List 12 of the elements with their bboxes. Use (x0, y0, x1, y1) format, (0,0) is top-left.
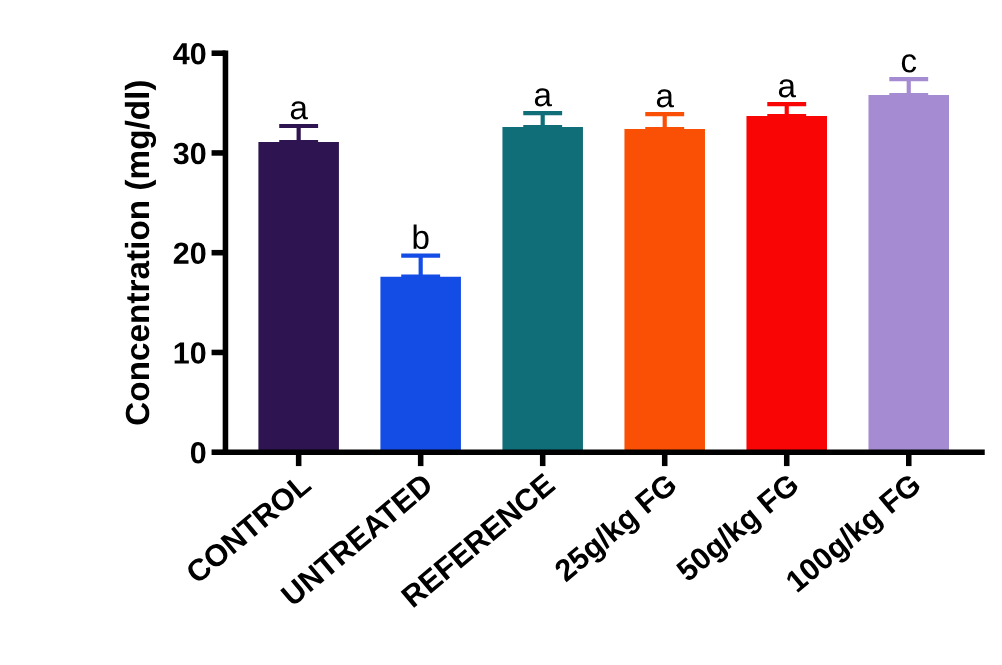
annotation: a (534, 88, 552, 107)
y-tick-label: 10 (174, 342, 206, 364)
annotation: c (901, 54, 917, 73)
annotation: a (290, 101, 308, 120)
y-tick-label: 40 (173, 42, 206, 65)
y-axis-title: Concentration (mg/dl) (124, 81, 157, 425)
y-tick-label: 30 (173, 142, 206, 165)
y-tick-label: 0 (190, 441, 206, 464)
y-tick-label: 20 (173, 242, 206, 265)
annotation: b (413, 224, 429, 250)
annotation: a (778, 79, 796, 98)
annotation: a (656, 89, 674, 108)
